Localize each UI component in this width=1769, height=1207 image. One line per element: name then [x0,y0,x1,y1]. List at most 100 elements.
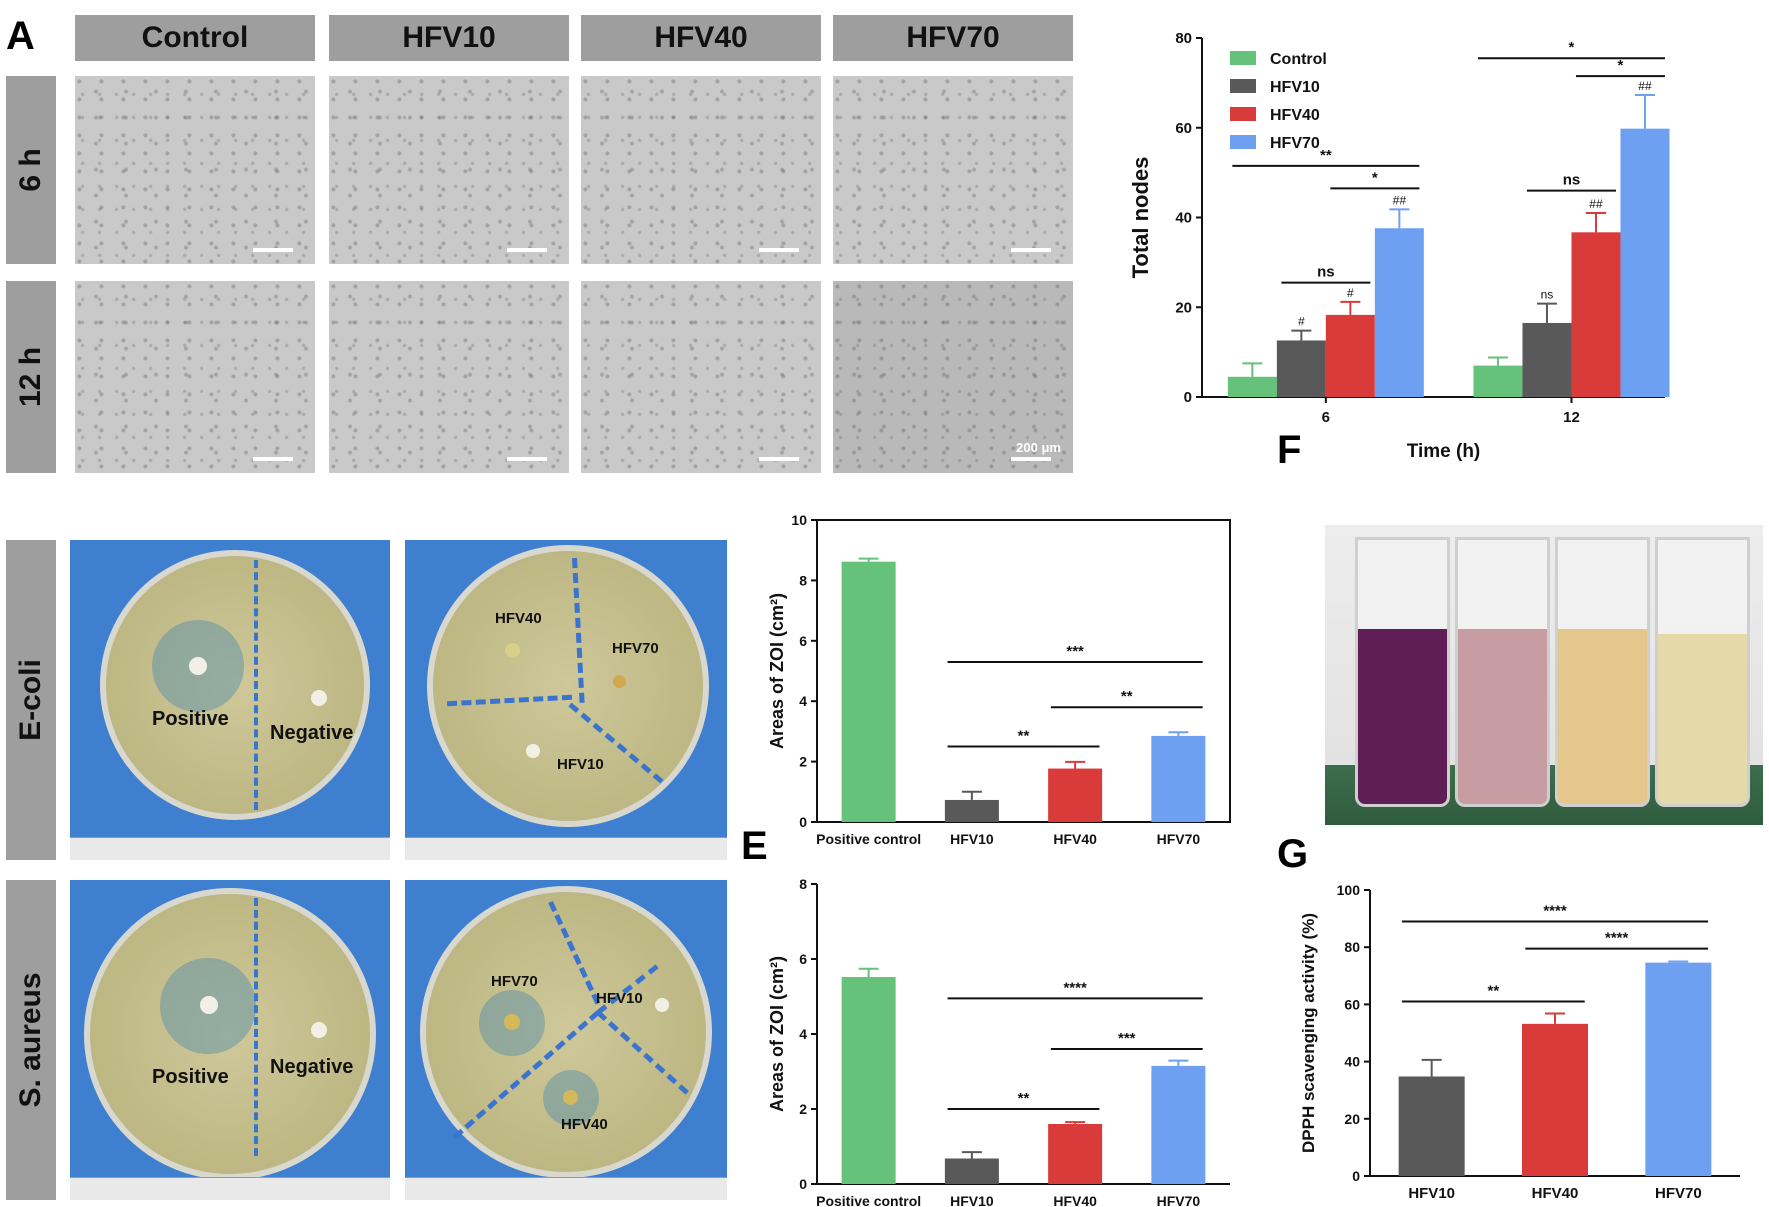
label-hfv70: HFV70 [612,640,659,657]
tube-control [1355,537,1450,807]
y-tick-label: 80 [1175,30,1192,47]
significance-label: ns [1317,264,1335,281]
y-tick-label: 6 [799,951,807,967]
y-tick-label: 2 [799,754,807,770]
legend-swatch-hfv40 [1230,107,1256,121]
legend-label-control: Control [1270,51,1327,68]
y-axis-label: Areas of ZOI (cm²) [767,956,787,1112]
legend-label-hfv10: HFV10 [1270,79,1320,96]
column-header-hfv10: HFV10 [329,15,569,61]
negative-disc [311,690,327,706]
label-negative: Negative [270,1056,354,1078]
y-axis-label: Total nodes [1128,157,1153,279]
significance-label: **** [1063,979,1087,996]
bar-hfv70 [1151,735,1206,822]
significance-label: *** [1118,1030,1136,1047]
bar-positive-control [841,561,896,822]
y-tick-label: 80 [1344,939,1360,955]
y-tick-label: 4 [799,1026,807,1042]
bar-hfv10 [944,1158,999,1184]
micrograph-control-6h [75,76,315,264]
panel-letter-e: E [741,824,768,868]
plot-frame [816,519,1231,823]
positive-disc [200,996,218,1014]
y-tick-label: 8 [799,876,807,892]
row-label-12h: 12 h [6,281,56,473]
bar-control-12 [1473,365,1523,397]
legend-swatch-hfv70 [1230,135,1256,149]
row-label-saureus: S. aureus [6,880,56,1200]
micrograph-hfv70-6h [833,76,1073,264]
micrograph-hfv10-6h [329,76,569,264]
y-axis-label: Areas of ZOI (cm²) [767,593,787,749]
bar-annotation: # [1298,315,1305,329]
disc-hfv10 [526,744,540,758]
column-header-hfv70: HFV70 [833,15,1073,61]
bar-hfv10-12 [1522,322,1572,397]
legend-swatch-hfv10 [1230,79,1256,93]
bar-hfv10-6 [1276,340,1326,397]
tube-hfv40 [1555,537,1650,807]
x-tick-label: 12 [1563,409,1580,426]
bar-hfv70-6 [1374,228,1424,397]
significance-label: * [1372,169,1378,186]
plate-saureus-samples: HFV70 HFV10 HFV40 [405,880,727,1200]
bar-annotation: ## [1589,197,1603,211]
disc-hfv70 [504,1014,520,1030]
bar-hfv40 [1048,1124,1103,1184]
y-axis-label: DPPH scavenging activity (%) [1299,913,1318,1153]
row-label-ecoli: E-coli [6,540,56,860]
bar-hfv40-12 [1571,232,1621,397]
chart-g: 0 20 40 60 80 100 DPPH scavenging activity (%)… [1299,882,1740,1202]
significance-label: **** [1543,902,1567,919]
x-tick-label: HFV10 [950,1193,994,1207]
micrograph-hfv40-12h [581,281,821,473]
chart-d: 0 2 4 6 8 10 Areas of ZOI (cm²) Positive contro… [767,512,1231,847]
label-positive: Positive [152,708,229,730]
y-tick-label: 2 [799,1101,807,1117]
bar-hfv40 [1522,1023,1588,1176]
ruler [70,837,390,860]
y-tick-label: 20 [1175,299,1192,316]
significance-label: ns [1563,172,1581,189]
legend-label-hfv40: HFV40 [1270,107,1320,124]
legend-label-hfv70: HFV70 [1270,135,1320,152]
y-tick-label: 0 [1184,389,1192,406]
significance-label: ** [1018,1090,1030,1107]
y-tick-label: 6 [799,633,807,649]
bar-hfv40 [1048,768,1103,822]
panel-letter-g: G [1277,832,1309,876]
micrograph-hfv10-12h [329,281,569,473]
x-tick-label: HFV40 [1053,831,1097,847]
micrograph-hfv40-6h [581,76,821,264]
tube-hfv70 [1655,537,1750,807]
tube-hfv10 [1455,537,1550,807]
significance-label: ** [1018,728,1030,745]
chart-e: 0 2 4 6 8 Areas of ZOI (cm²) Positive control H… [767,876,1230,1207]
plate-ecoli-samples: HFV40 HFV70 HFV10 [405,540,727,860]
significance-label: *** [1066,643,1084,660]
y-tick-label: 20 [1344,1111,1360,1127]
y-tick-label: 10 [791,512,807,528]
plate-saureus-control: Positive Negative [70,880,390,1200]
bar-hfv70 [1645,962,1712,1176]
x-tick-label: 6 [1322,409,1330,426]
bar-hfv70 [1151,1065,1206,1184]
disc-hfv40 [563,1090,578,1105]
label-hfv10: HFV10 [596,990,643,1007]
disc-hfv10 [655,998,669,1012]
column-header-control: Control [75,15,315,61]
significance-label: ** [1121,688,1133,705]
y-tick-label: 0 [1352,1168,1360,1184]
bar-hfv40-6 [1325,314,1375,397]
bar-hfv70-12 [1620,128,1670,397]
bar-control-6 [1227,376,1277,397]
x-tick-label: Positive control [816,1193,921,1207]
plate-ecoli-control: Positive Negative [70,540,390,860]
x-tick-label: HFV40 [1053,1193,1097,1207]
x-tick-label: HFV70 [1157,1193,1201,1207]
label-hfv40: HFV40 [561,1116,608,1133]
significance-label: * [1618,57,1624,74]
significance-label: ** [1320,147,1332,164]
panel-letter-f: F [1277,428,1302,472]
